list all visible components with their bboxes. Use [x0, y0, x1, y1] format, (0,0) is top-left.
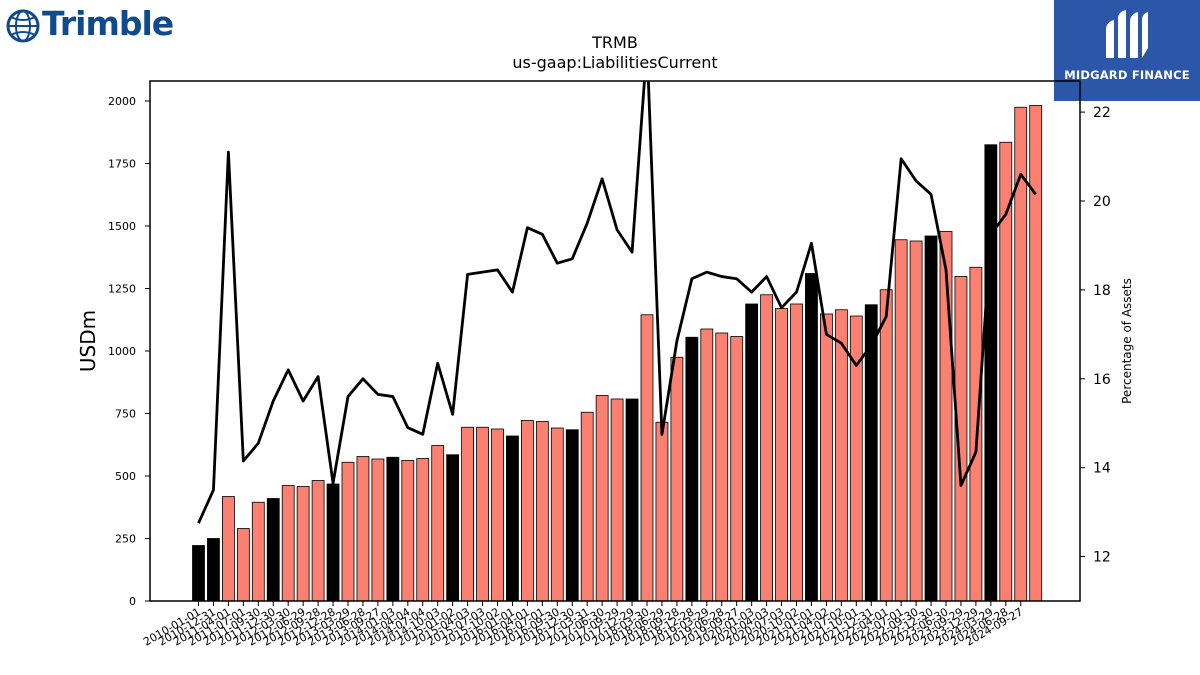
y-tick-label: 500 [115, 470, 136, 483]
bar [834, 309, 848, 602]
trimble-logo-text: Trimble [42, 4, 174, 43]
bar [296, 486, 310, 602]
bar [416, 458, 430, 602]
bar [221, 496, 235, 602]
bar [281, 485, 295, 602]
y-tick-label: 1000 [108, 345, 136, 358]
bar [610, 398, 624, 602]
bar [446, 454, 460, 602]
bar [775, 308, 788, 602]
bar [909, 240, 923, 602]
bar [670, 356, 684, 602]
bar [476, 426, 489, 602]
bar [820, 313, 833, 602]
bar [760, 294, 773, 602]
bar [192, 545, 205, 602]
bar [251, 501, 265, 602]
y2-tick-label: 12 [1093, 550, 1111, 566]
bar [805, 273, 818, 602]
y2-tick-label: 20 [1093, 194, 1111, 210]
bar [595, 395, 609, 602]
y-tick-label: 2000 [108, 95, 136, 108]
bar [655, 421, 669, 602]
plot-frame [149, 80, 1081, 602]
bar [550, 427, 564, 602]
y2-tick-label: 22 [1093, 105, 1111, 121]
bar [879, 289, 893, 602]
trimble-logo: Trimble [6, 4, 176, 48]
bar [715, 332, 729, 602]
globe-icon [6, 9, 40, 43]
bar [207, 538, 220, 602]
bar [790, 303, 803, 602]
pct-line-group [197, 81, 1037, 524]
bar [745, 303, 759, 602]
bar [924, 235, 938, 602]
y-tick-label: 750 [115, 408, 136, 421]
bar [491, 428, 504, 602]
y2-tick-label: 18 [1093, 283, 1111, 299]
bar [401, 460, 415, 602]
midgard-mark-icon [1106, 10, 1148, 58]
bar [371, 458, 385, 602]
y-tick-label: 250 [115, 533, 136, 546]
midgard-finance-logo: MIDGARD FINANCE [1054, 0, 1200, 101]
y2-tick-label: 14 [1093, 461, 1111, 477]
bar [266, 498, 280, 602]
axes-group: 0 250 500 750 1000 1250 1500 1750 2000 12 14 16 18 20… [108, 95, 1111, 649]
y-tick-label: 1750 [108, 158, 136, 171]
bar [506, 435, 519, 602]
bar [431, 445, 445, 602]
bar [700, 328, 714, 602]
midgard-logo-text: MIDGARD FINANCE [1064, 68, 1190, 82]
chart-subtitle: us-gaap:LiabilitiesCurrent [512, 53, 717, 72]
bar [386, 456, 400, 602]
y-axis-label: USDm [76, 310, 100, 372]
bar [535, 421, 549, 602]
bar [984, 144, 998, 602]
bar [521, 420, 534, 602]
bar [565, 429, 579, 602]
bar [461, 426, 475, 602]
bar [640, 314, 654, 602]
pct-of-assets-line [197, 81, 1037, 524]
bar [580, 411, 594, 602]
y2-axis-label: Percentage of Assets [1120, 278, 1134, 404]
bar [326, 483, 340, 602]
bar [730, 336, 744, 602]
y2-tick-label: 16 [1093, 372, 1111, 388]
bar [311, 480, 325, 602]
bar [894, 239, 908, 602]
bars-group [192, 105, 1043, 602]
bar [685, 336, 699, 602]
bar [356, 456, 370, 602]
bar [1029, 105, 1043, 602]
y-tick-label: 1500 [108, 220, 136, 233]
bar [341, 461, 355, 602]
chart-title: TRMB [591, 33, 638, 52]
y-tick-label: 1250 [108, 283, 136, 296]
bar [625, 398, 639, 602]
y-tick-label: 0 [129, 595, 136, 608]
bar [236, 528, 250, 602]
